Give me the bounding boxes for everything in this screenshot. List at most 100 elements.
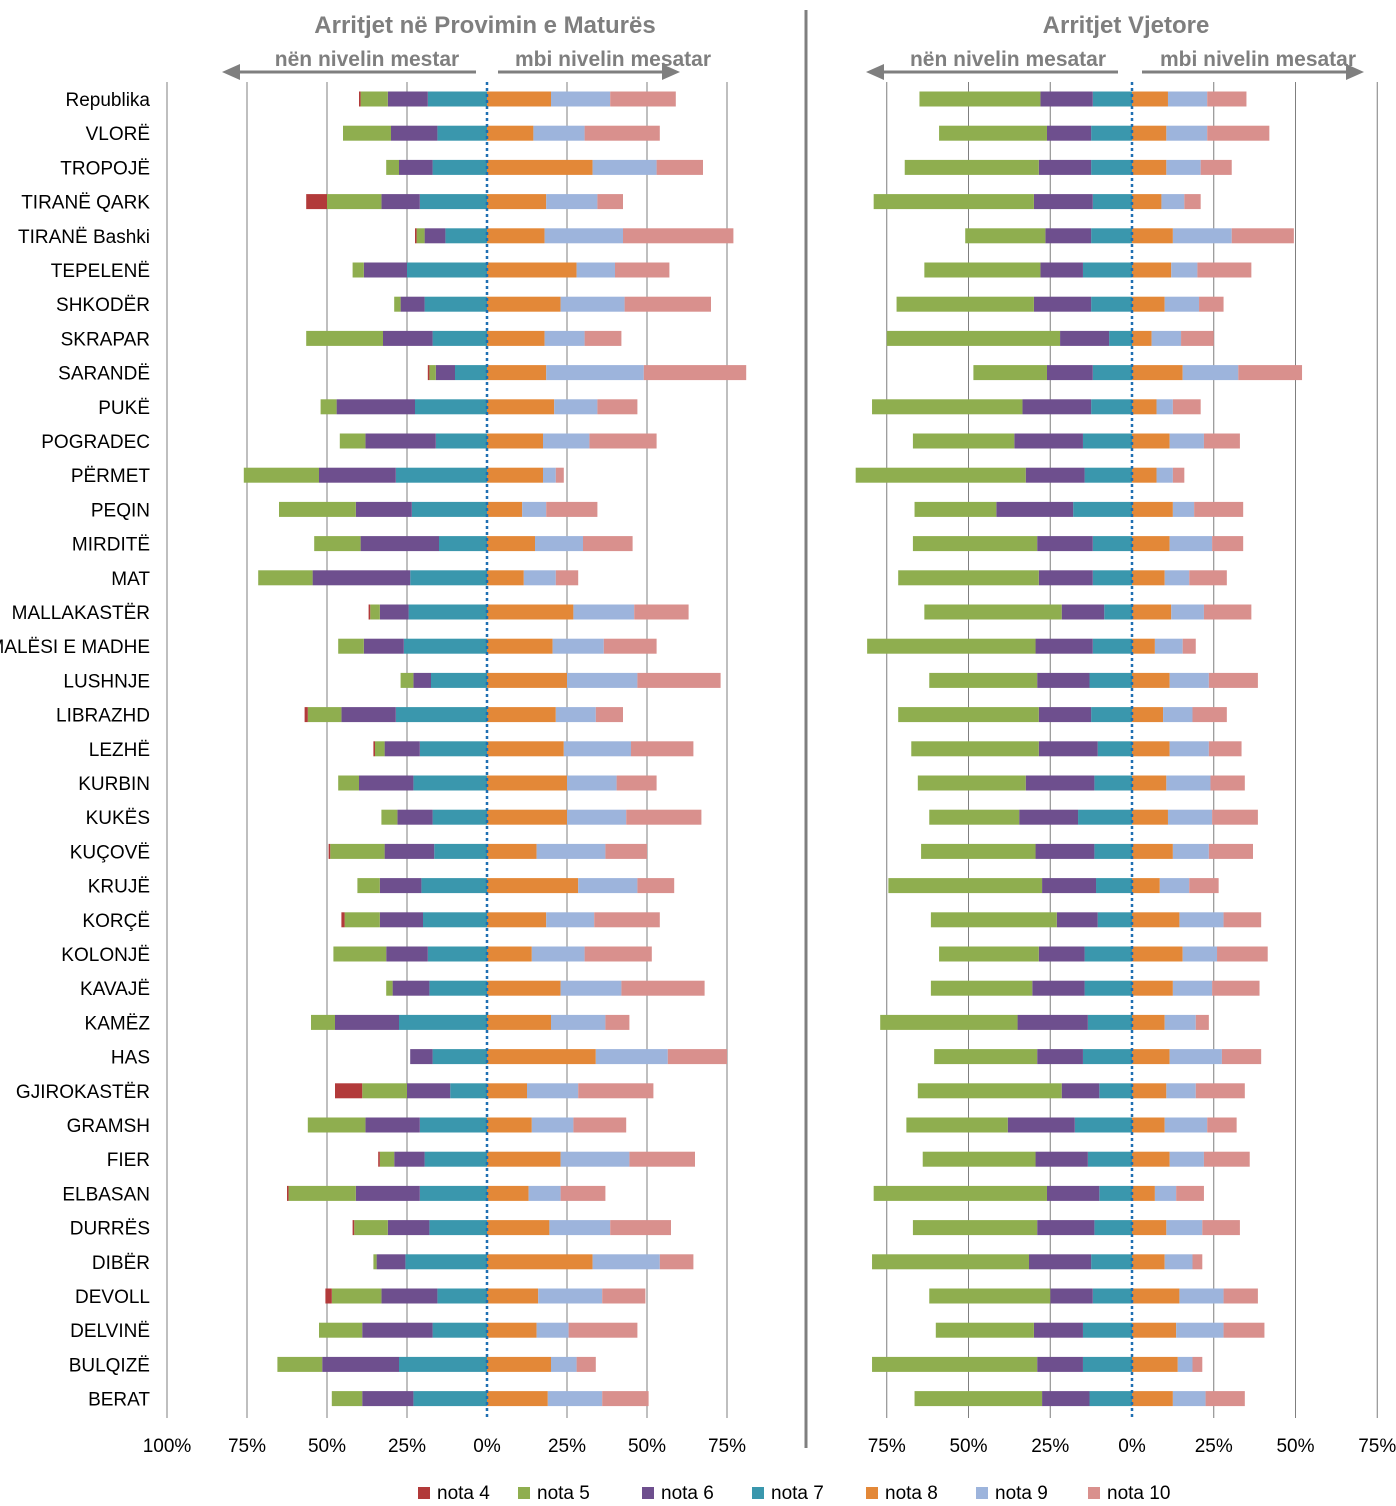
left-bar-segment-nota6 (397, 809, 433, 825)
left-bar-segment-nota4 (378, 1151, 380, 1167)
right-bar-segment-nota8 (1132, 638, 1155, 654)
left-bar-segment-nota9 (551, 1014, 606, 1030)
right-bar-segment-nota5 (922, 1151, 1036, 1167)
left-bar-segment-nota6 (413, 672, 431, 688)
left-bar-segment-nota9 (543, 433, 590, 449)
left-bar-segment-nota7 (450, 1083, 487, 1099)
right-bar-segment-nota10 (1212, 809, 1258, 825)
right-bar-segment-nota5 (872, 1356, 1038, 1372)
right-bar-segment-nota9 (1167, 809, 1213, 825)
left-bar-segment-nota10 (610, 91, 676, 107)
left-bar-segment-nota10 (615, 262, 670, 278)
right-bar-segment-nota5 (930, 912, 1057, 928)
right-bar-segment-nota8 (1132, 1391, 1173, 1407)
right-bar-segment-nota8 (1132, 1049, 1170, 1065)
left-bar-segment-nota10 (667, 1049, 727, 1065)
right-bar-segment-nota8 (1132, 91, 1168, 107)
category-label: DIBËR (92, 1253, 150, 1274)
right-bar-segment-nota9 (1166, 159, 1201, 175)
right-bar-segment-nota10 (1197, 262, 1252, 278)
right-x-tick-label: 50% (949, 1436, 987, 1457)
right-bar-segment-nota6 (1037, 536, 1093, 552)
right-bar-segment-nota10 (1203, 604, 1252, 620)
left-bar-segment-nota6 (383, 330, 433, 346)
category-label: LEZHË (89, 740, 150, 761)
right-bar-segment-nota6 (1035, 843, 1095, 859)
category-label: MALLAKASTËR (12, 603, 150, 624)
right-bar-segment-nota8 (1132, 467, 1157, 483)
left-bar-segment-nota10 (555, 467, 564, 483)
right-bar-segment-nota10 (1208, 672, 1258, 688)
legend-swatch-nota9 (976, 1487, 988, 1499)
right-bar-segment-nota9 (1169, 536, 1213, 552)
left-bar-segment-nota10 (643, 365, 747, 381)
left-panel: Arritjet në Provimin e Maturës nën nivel… (0, 12, 747, 1457)
left-bar-segment-nota6 (335, 1014, 399, 1030)
left-bar-segment-nota10 (560, 1185, 606, 1201)
left-bar-segment-nota8 (487, 570, 524, 586)
right-bar-segment-nota5 (929, 1288, 1051, 1304)
right-bar-segment-nota8 (1132, 912, 1180, 928)
category-label: MAT (111, 569, 150, 590)
left-bar-segment-nota5 (338, 638, 364, 654)
category-label: LUSHNJE (63, 671, 150, 692)
legend-swatch-nota10 (1088, 1487, 1100, 1499)
right-bar-segment-nota8 (1132, 1083, 1167, 1099)
right-bar-segment-nota8 (1132, 1220, 1167, 1236)
left-bar-segment-nota5 (339, 433, 366, 449)
right-bar-segment-nota9 (1172, 501, 1195, 517)
right-bar-segment-nota7 (1092, 91, 1132, 107)
category-label: SARANDË (58, 364, 150, 385)
left-bar-segment-nota9 (523, 570, 556, 586)
left-bar-segment-nota10 (589, 433, 657, 449)
left-bar-segment-nota7 (411, 501, 487, 517)
category-label: HAS (111, 1048, 150, 1069)
right-bar-segment-nota9 (1151, 330, 1182, 346)
left-bar-segment-nota8 (487, 1185, 529, 1201)
right-bar-segment-nota5 (917, 1083, 1062, 1099)
left-bar-segment-nota10 (584, 946, 652, 962)
left-bar-segment-nota8 (487, 1014, 551, 1030)
left-bar-segment-nota5 (311, 1014, 335, 1030)
right-bar-segment-nota6 (1035, 1151, 1088, 1167)
right-bar-segment-nota7 (1087, 1014, 1132, 1030)
left-bar-segment-nota7 (427, 91, 487, 107)
left-bar-segment-nota10 (576, 1356, 596, 1372)
left-bar-segment-nota6 (399, 159, 433, 175)
left-bar-segment-nota10 (602, 1391, 649, 1407)
left-bar-segment-nota6 (379, 912, 423, 928)
right-bar-segment-nota10 (1238, 365, 1303, 381)
right-bar-segment-nota5 (896, 296, 1034, 312)
right-bar-segment-nota9 (1176, 1322, 1224, 1338)
right-bar-segment-nota7 (1082, 1049, 1132, 1065)
category-label: KOLONJË (61, 945, 150, 966)
left-bar-segment-nota8 (487, 638, 553, 654)
left-bar-segment-nota7 (432, 159, 487, 175)
right-bar-segment-nota10 (1192, 1356, 1203, 1372)
right-bar-segment-nota8 (1132, 194, 1162, 210)
left-bar-segment-nota5 (331, 1391, 363, 1407)
left-bar-segment-nota10 (595, 707, 623, 723)
left-bar-segment-nota10 (659, 1254, 694, 1270)
right-bar-segment-nota8 (1132, 707, 1164, 723)
right-bar-segment-nota8 (1132, 501, 1173, 517)
right-bar-segment-nota5 (880, 1014, 1018, 1030)
left-bar-segment-nota4 (328, 843, 331, 859)
left-bar-segment-nota7 (399, 1356, 487, 1372)
right-bar-segment-nota6 (1028, 1254, 1092, 1270)
right-bar-segment-nota7 (1092, 194, 1132, 210)
right-bar-segment-nota8 (1132, 570, 1165, 586)
left-bar-segment-nota10 (656, 159, 703, 175)
right-bar-segment-nota5 (872, 1254, 1029, 1270)
right-bar-segment-nota5 (924, 262, 1041, 278)
left-bar-segment-nota6 (360, 536, 439, 552)
left-bar-segment-nota7 (439, 536, 487, 552)
right-bar-segment-nota5 (867, 638, 1036, 654)
right-bar-segment-nota7 (1091, 159, 1132, 175)
left-bar-segment-nota5 (352, 262, 364, 278)
right-bar-segment-nota8 (1132, 809, 1168, 825)
left-bar-segment-nota9 (560, 980, 622, 996)
right-bar-segment-nota8 (1132, 1014, 1165, 1030)
left-bar-segment-nota8 (487, 1356, 551, 1372)
left-bar-segment-nota7 (429, 980, 487, 996)
